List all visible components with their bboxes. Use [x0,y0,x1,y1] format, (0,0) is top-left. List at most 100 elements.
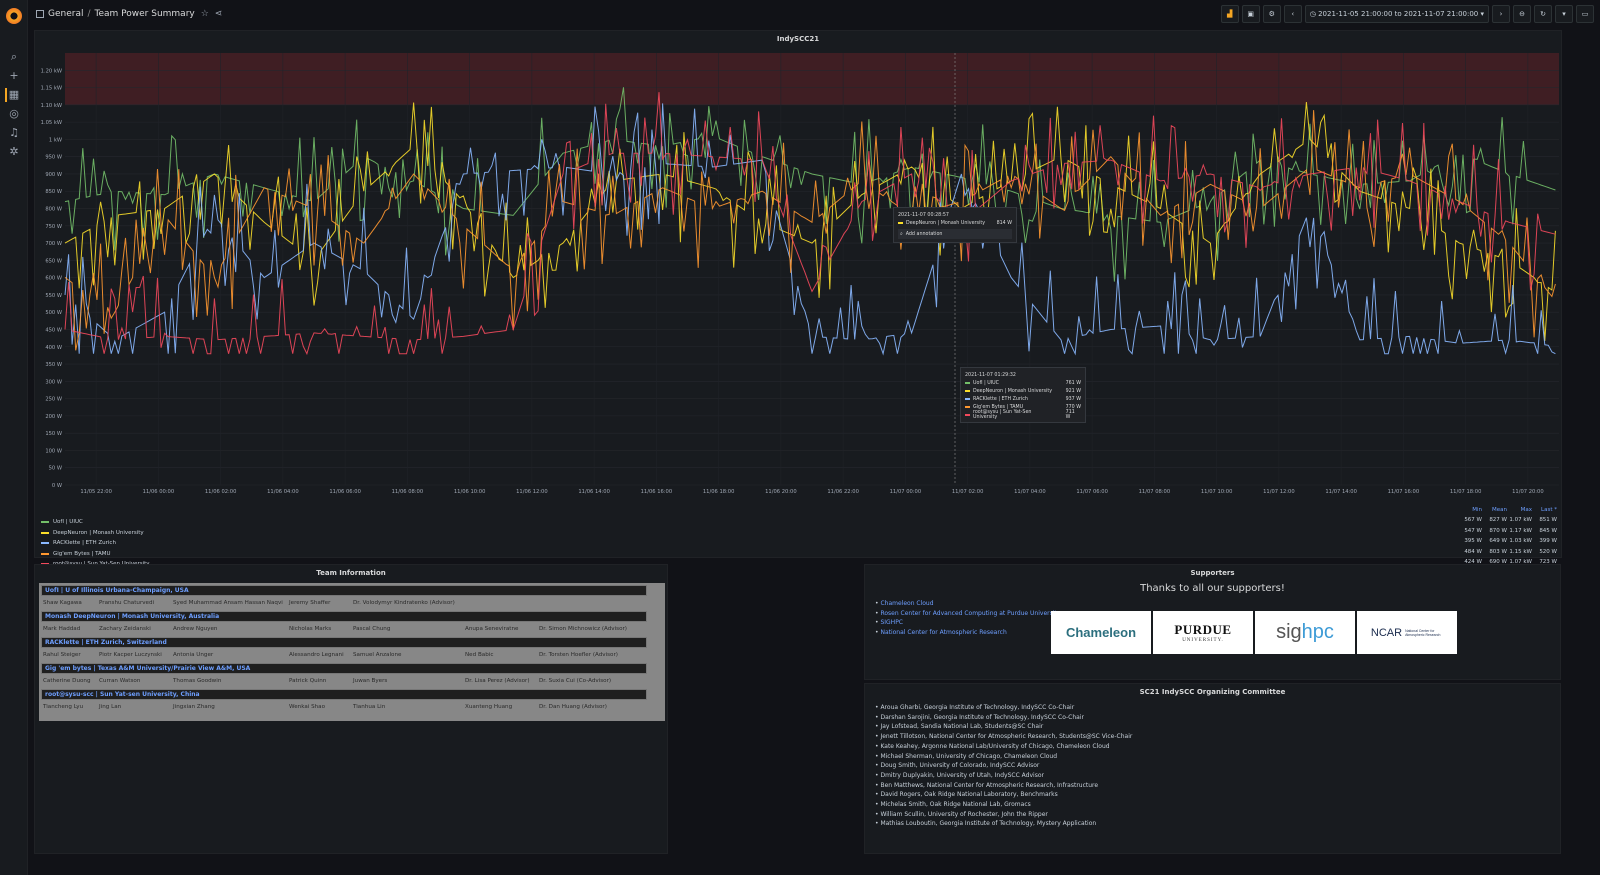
pinned-tooltip: 2021-11-07 01:29:32 UofI | UIUC 761 W Deep… [960,367,1086,423]
team-table: UofI | U of Illinois Urbana-Champaign, U… [39,583,665,721]
y-tick-label: 50 W [49,466,62,472]
x-tick-label: 11/06 12:00 [516,489,548,495]
tooltip-row: DeepNeuron | Monash University 921 W [965,387,1081,395]
refresh-icon[interactable]: ↻ [1534,5,1552,23]
legend-mean-header[interactable]: Mean [1492,507,1507,513]
supporter-link[interactable]: National Center for Atmospheric Research [875,628,1060,638]
x-tick-label: 11/07 18:00 [1450,489,1482,495]
x-tick-label: 11/07 04:00 [1014,489,1046,495]
y-tick-label: 650 W [45,258,62,264]
tooltip-row: DeepNeuron | Monash University 814 W [898,219,1012,227]
power-chart[interactable]: 1.20 kW 1.15 kW 1.10 kW 1.05 kW 1 kW 950 W 900… [35,31,1563,507]
legend-row[interactable]: RACKlette | ETH Zurich 395 W 649 W 1.03 kW 3… [41,538,1557,549]
ncar-logo-text: NCAR [1370,626,1403,639]
series-swatch[interactable] [41,521,49,524]
series-swatch[interactable] [41,542,49,545]
share-icon[interactable]: ⋖ [214,9,223,19]
series-swatch[interactable] [41,552,49,555]
tooltip-series: RACKlette | ETH Zurich [973,396,1028,402]
refresh-interval-dropdown[interactable]: ▾ [1555,5,1573,23]
legend-row[interactable]: UofI | UIUC 567 W 827 W 1.07 kW 851 W [41,517,1557,528]
time-back-button[interactable]: ‹ [1283,5,1302,23]
hover-tooltip: 2021-11-07 00:28:57 DeepNeuron | Monash … [893,207,1017,243]
team-member-cell: Jingxian Zhang [173,704,215,710]
ncar-logo: NCAR National Center for Atmospheric Res… [1357,611,1457,654]
power-chart-panel[interactable]: IndySCC21 1.20 kW 1.15 kW 1.10 kW 1.05 kW 1 … [34,30,1563,567]
x-tick-label: 11/05 22:00 [80,489,112,495]
team-members-row: Shaw Kagawa Pranshu Chaturvedi Syed Muhamm… [41,598,647,609]
add-annotation-button[interactable]: ⌕ Add annotation [898,229,1012,239]
toolbar: ▟ ▣ ⚙ ‹ ◷ 2021-11-05 21:00:00 to 2021-11… [1220,5,1594,23]
y-tick-label: 150 W [45,431,62,437]
bell-icon[interactable]: ♫ [9,126,19,139]
supporters-panel: Supporters Thanks to all our supporters!… [864,564,1561,680]
chameleon-logo-text: Chameleon [1065,625,1137,640]
legend-series-name[interactable]: Gig'em Bytes | TAMU [53,550,111,557]
y-tick-label: 1.15 kW [41,86,62,92]
legend-max-value: 1.17 kW [1509,527,1532,534]
add-panel-button[interactable]: ▟ [1220,5,1239,23]
purdue-logo-subtext: UNIVERSITY. [1182,638,1224,643]
y-tick-label: 300 W [45,379,62,385]
supporter-link[interactable]: Rosen Center for Advanced Computing at P… [875,609,1060,619]
legend-max-value: 1.15 kW [1509,548,1532,555]
star-icon[interactable]: ☆ [200,9,209,19]
legend-series-name[interactable]: RACKlette | ETH Zurich [53,540,116,547]
team-member-cell [463,598,537,609]
plus-icon[interactable]: + [9,69,19,82]
legend-min-value: 567 W [1464,517,1482,523]
x-tick-label: 11/07 06:00 [1076,489,1108,495]
save-icon[interactable]: ▣ [1241,5,1260,23]
tooltip-row: UofI | UIUC 761 W [965,379,1081,387]
legend-row[interactable]: Gig'em Bytes | TAMU 484 W 803 W 1.15 kW 520 … [41,549,1557,560]
y-tick-label: 1 kW [49,137,62,143]
grafana-logo-icon[interactable] [6,8,22,24]
y-tick-label: 350 W [45,362,62,368]
team-member-cell: Alessandro Legnani [289,652,344,658]
committee-member: David Rogers, Oak Ridge National Laborat… [875,790,1132,800]
tv-mode-icon[interactable]: ▭ [1576,5,1594,23]
time-range-picker[interactable]: ◷ 2021-11-05 21:00:00 to 2021-11-07 21:0… [1304,5,1489,23]
y-tick-label: 200 W [45,414,62,420]
panel-title: Supporters [1190,569,1235,577]
legend-last-header[interactable]: Last * [1541,507,1557,513]
team-member-cell: Tiancheng Lyu [43,704,84,710]
supporter-link[interactable]: SIGHPC [875,618,1060,628]
committee-member: Aroua Gharbi, Georgia Institute of Techn… [875,703,1132,713]
series-swatch [965,382,970,384]
legend-mean-value: 649 W [1489,538,1507,544]
tooltip-row: RACKlette | ETH Zurich 937 W [965,395,1081,403]
dashboards-icon[interactable]: ▦ [5,88,21,102]
zoom-out-icon[interactable]: ⊖ [1513,5,1531,23]
y-tick-label: 600 W [45,276,62,282]
team-member-cell: Syed Muhammad Ansam Hassan Naqvi [173,600,283,606]
tooltip-value: 711 W [1065,410,1075,420]
time-forward-button[interactable]: › [1492,5,1510,23]
legend-series-name[interactable]: DeepNeuron | Monash University [53,529,144,536]
folder-link[interactable]: General [48,9,84,19]
compass-icon[interactable]: ◎ [9,107,19,120]
panel-title: Team Information [316,569,386,577]
legend-series-name[interactable]: UofI | UIUC [53,519,83,526]
x-tick-label: 11/07 10:00 [1201,489,1233,495]
tooltip-time: 2021-11-07 00:28:57 [898,212,949,218]
team-information-panel: Team Information UofI | U of Illinois Ur… [34,564,668,854]
dashboard-title[interactable]: Team Power Summary [94,9,195,19]
time-range-label: 2021-11-05 21:00:00 to 2021-11-07 21:00:… [1318,10,1479,18]
supporter-link[interactable]: Chameleon Cloud [875,599,1060,609]
y-tick-label: 750 W [45,224,62,230]
team-member-cell: Antonia Unger [173,652,214,658]
gear-icon[interactable]: ✲ [9,145,19,158]
y-tick-label: 700 W [45,241,62,247]
legend-max-value: 1.03 kW [1509,538,1532,544]
legend-min-header[interactable]: Min [1472,507,1482,513]
legend-row[interactable]: DeepNeuron | Monash University 547 W 870 W… [41,528,1557,539]
y-tick-label: 250 W [45,397,62,403]
search-icon[interactable]: ⌕ [10,50,18,63]
series-swatch[interactable] [41,531,49,534]
team-member-cell: Samuel Anzalone [353,652,402,658]
team-member-cell: Dr. Volodymyr Kindratenko (Advisor) [353,600,455,606]
settings-icon[interactable]: ⚙ [1262,5,1281,23]
legend-max-header[interactable]: Max [1520,507,1532,513]
committee-member: Jenett Tillotson, National Center for At… [875,732,1132,742]
